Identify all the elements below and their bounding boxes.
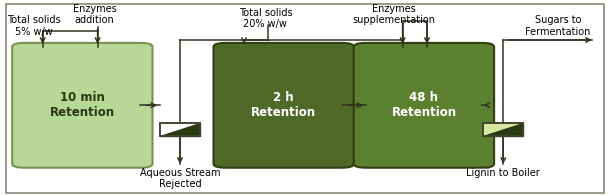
Text: addition: addition bbox=[74, 15, 115, 26]
Text: Rejected: Rejected bbox=[159, 179, 201, 189]
Bar bbox=[483, 123, 523, 136]
Text: 10 min
Retention: 10 min Retention bbox=[50, 91, 115, 119]
Bar bbox=[160, 123, 199, 136]
Bar bbox=[483, 123, 523, 136]
Text: Enzymes: Enzymes bbox=[371, 4, 415, 14]
Bar bbox=[160, 123, 199, 136]
Text: 5% w/w: 5% w/w bbox=[15, 27, 52, 37]
Text: Aqueous Stream: Aqueous Stream bbox=[140, 168, 220, 178]
Text: Total solids: Total solids bbox=[239, 8, 292, 18]
Polygon shape bbox=[160, 123, 200, 136]
Text: Sugars to: Sugars to bbox=[535, 15, 581, 26]
Text: 20% w/w: 20% w/w bbox=[243, 19, 287, 29]
Text: 48 h
Retention: 48 h Retention bbox=[392, 91, 456, 119]
Text: Enzymes: Enzymes bbox=[73, 4, 117, 14]
FancyBboxPatch shape bbox=[354, 43, 494, 168]
Text: 2 h
Retention: 2 h Retention bbox=[251, 91, 316, 119]
Text: Total solids: Total solids bbox=[7, 15, 60, 26]
Polygon shape bbox=[483, 123, 523, 136]
Text: Fermentation: Fermentation bbox=[525, 27, 591, 37]
FancyBboxPatch shape bbox=[214, 43, 354, 168]
FancyBboxPatch shape bbox=[12, 43, 152, 168]
Text: Lignin to Boiler: Lignin to Boiler bbox=[467, 168, 540, 178]
Text: supplementation: supplementation bbox=[352, 15, 435, 26]
